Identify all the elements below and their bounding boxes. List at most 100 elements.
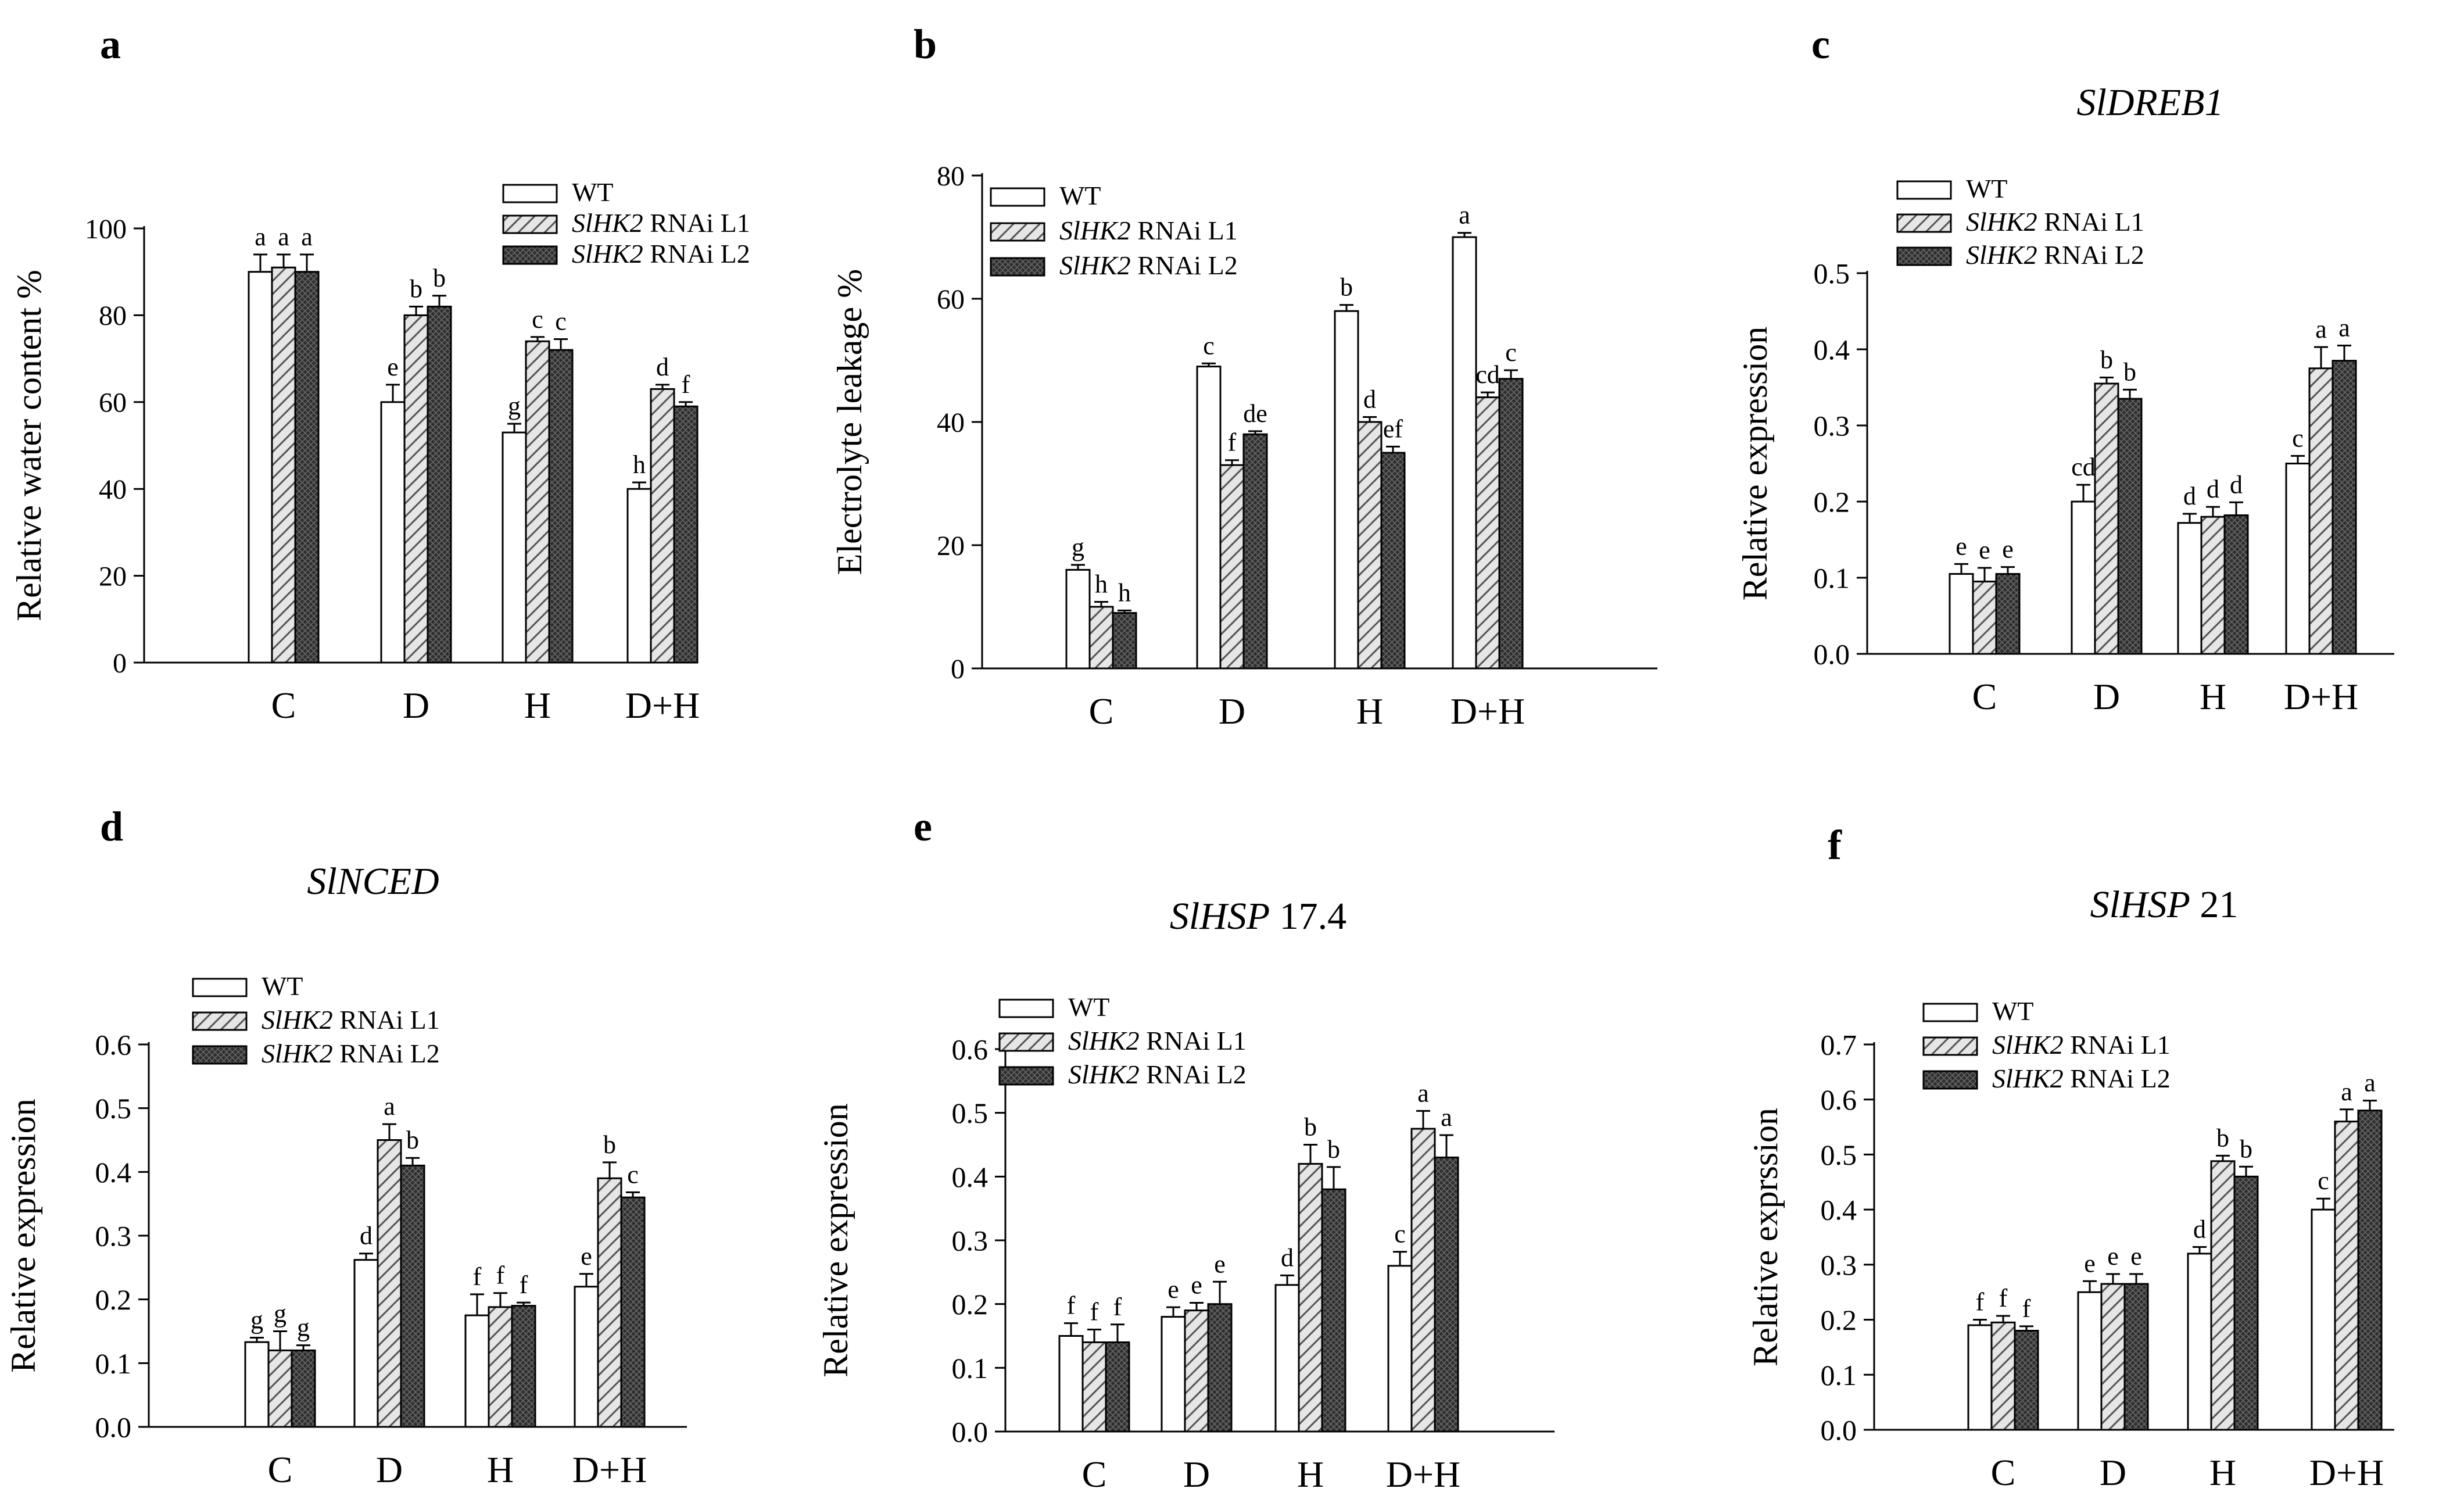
bar-l1 (267, 1349, 293, 1428)
x-category-label: H (524, 685, 551, 726)
legend-swatch-wt (1896, 180, 1952, 200)
error-bar (1248, 430, 1262, 435)
error-bar (432, 295, 446, 307)
error-bar (1481, 391, 1495, 398)
significance-letter: b (2240, 1135, 2252, 1163)
error-bar (2340, 1108, 2354, 1122)
error-bar (517, 1301, 531, 1306)
legend-gene: SlHK2 (1068, 1060, 1140, 1089)
error-bar (1190, 1301, 1204, 1311)
error-bar (1225, 459, 1239, 466)
legend-space (1140, 1026, 1147, 1055)
bar-l2 (1112, 612, 1137, 670)
legend-space (643, 208, 650, 238)
significance-letter: e (2084, 1249, 2096, 1278)
bar-l1 (1088, 606, 1114, 670)
x-category-label: C (271, 685, 296, 726)
bar-wt (2285, 463, 2311, 655)
legend-space (1131, 216, 1138, 245)
bar-l1 (488, 1306, 513, 1428)
error-bar (2239, 1165, 2253, 1177)
bar-l2 (400, 1164, 425, 1428)
error-bar (359, 1253, 373, 1260)
legend-label-l2: SlHK2 RNAi L2 (1966, 240, 2144, 270)
significance-letter: f (682, 370, 690, 399)
bar-wt (2187, 1253, 2212, 1431)
y-tick-label: 0.2 (1814, 486, 1850, 518)
bar-l1 (650, 388, 675, 664)
significance-letter: a (384, 1092, 395, 1121)
legend-line: RNAi L2 (2044, 240, 2144, 270)
error-bar (554, 338, 568, 350)
bar-l2 (2223, 514, 2249, 655)
bar-l2 (2014, 1330, 2039, 1431)
error-bar (1071, 564, 1085, 570)
y-tick-label: 0.1 (1814, 562, 1850, 595)
bar-wt (2077, 1291, 2103, 1431)
y-tick-label: 0.6 (95, 1029, 132, 1061)
error-bar (656, 384, 669, 389)
bar-l2 (2117, 398, 2143, 655)
bar-l2 (620, 1196, 646, 1428)
bar-l1 (1081, 1341, 1107, 1433)
y-tick-label: 0.5 (1821, 1139, 1857, 1171)
legend-label-l1: SlHK2 RNAi L1 (1059, 216, 1238, 245)
error-bar (603, 1161, 617, 1179)
legend-line: RNAi L1 (2044, 207, 2144, 237)
x-category-label: D+H (1386, 1454, 1461, 1495)
y-tick-label: 0.5 (95, 1092, 132, 1125)
legend-label-wt: WT (1059, 181, 1101, 210)
x-category-label: H (1356, 690, 1383, 732)
bar-l1 (1972, 581, 1997, 655)
bar-l2 (291, 1349, 316, 1428)
significance-letter: a (2338, 313, 2350, 342)
bar-l1 (1298, 1162, 1323, 1433)
panel-title-suffix: 21 (2190, 883, 2239, 926)
significance-letter: c (1505, 338, 1517, 367)
error-bar (386, 384, 400, 402)
legend-space (2037, 240, 2044, 270)
bar-wt (574, 1286, 599, 1428)
significance-letter: f (520, 1271, 528, 1299)
bar-wt (1274, 1284, 1300, 1433)
panel-title-d: SlNCED (307, 860, 439, 903)
legend-label-wt: WT (262, 971, 303, 1001)
significance-letter: f (1228, 428, 1237, 457)
error-bar (1363, 416, 1377, 422)
bar-wt (2311, 1208, 2336, 1431)
error-bar (1393, 1251, 1407, 1266)
legend-label-wt: WT (1992, 996, 2034, 1026)
significance-letter: g (274, 1300, 286, 1328)
significance-letter: c (2292, 424, 2304, 452)
error-bar (579, 1273, 593, 1287)
bar-wt (248, 271, 273, 664)
significance-letter: c (532, 305, 543, 334)
bar-l2 (2357, 1110, 2383, 1431)
significance-letter: f (1067, 1291, 1076, 1320)
legend-swatch-wt (998, 999, 1054, 1018)
error-bar (1978, 567, 1992, 582)
bar-wt (2177, 522, 2202, 655)
y-tick-label: 0.4 (952, 1161, 989, 1193)
significance-letter: g (250, 1305, 263, 1334)
legend-gene: SlHK2 (262, 1039, 333, 1068)
legend-label-wt: WT (1068, 992, 1110, 1022)
y-tick-label: 60 (99, 388, 127, 418)
error-bar (277, 253, 291, 268)
significance-letter: a (1417, 1079, 1429, 1107)
significance-letter: c (627, 1160, 639, 1189)
y-tick-label: 0.3 (1814, 410, 1850, 442)
bar-l2 (427, 305, 452, 664)
y-tick-label: 0.0 (95, 1411, 132, 1444)
bar-l2 (1207, 1303, 1233, 1433)
bar-wt (502, 431, 527, 664)
y-tick-label: 0.2 (1821, 1304, 1857, 1336)
y-tick-label: 0.3 (95, 1220, 132, 1253)
y-tick-label: 0.5 (1814, 257, 1850, 290)
significance-letter: e (2002, 535, 2014, 564)
legend-space (2037, 207, 2044, 237)
legend-gene: SlHK2 (1059, 216, 1131, 245)
bar-l1 (2210, 1160, 2236, 1431)
panel-b: b 0 20 40 60 80 Electrolyte leakage % C D H D+H g c b… (830, 21, 1657, 732)
